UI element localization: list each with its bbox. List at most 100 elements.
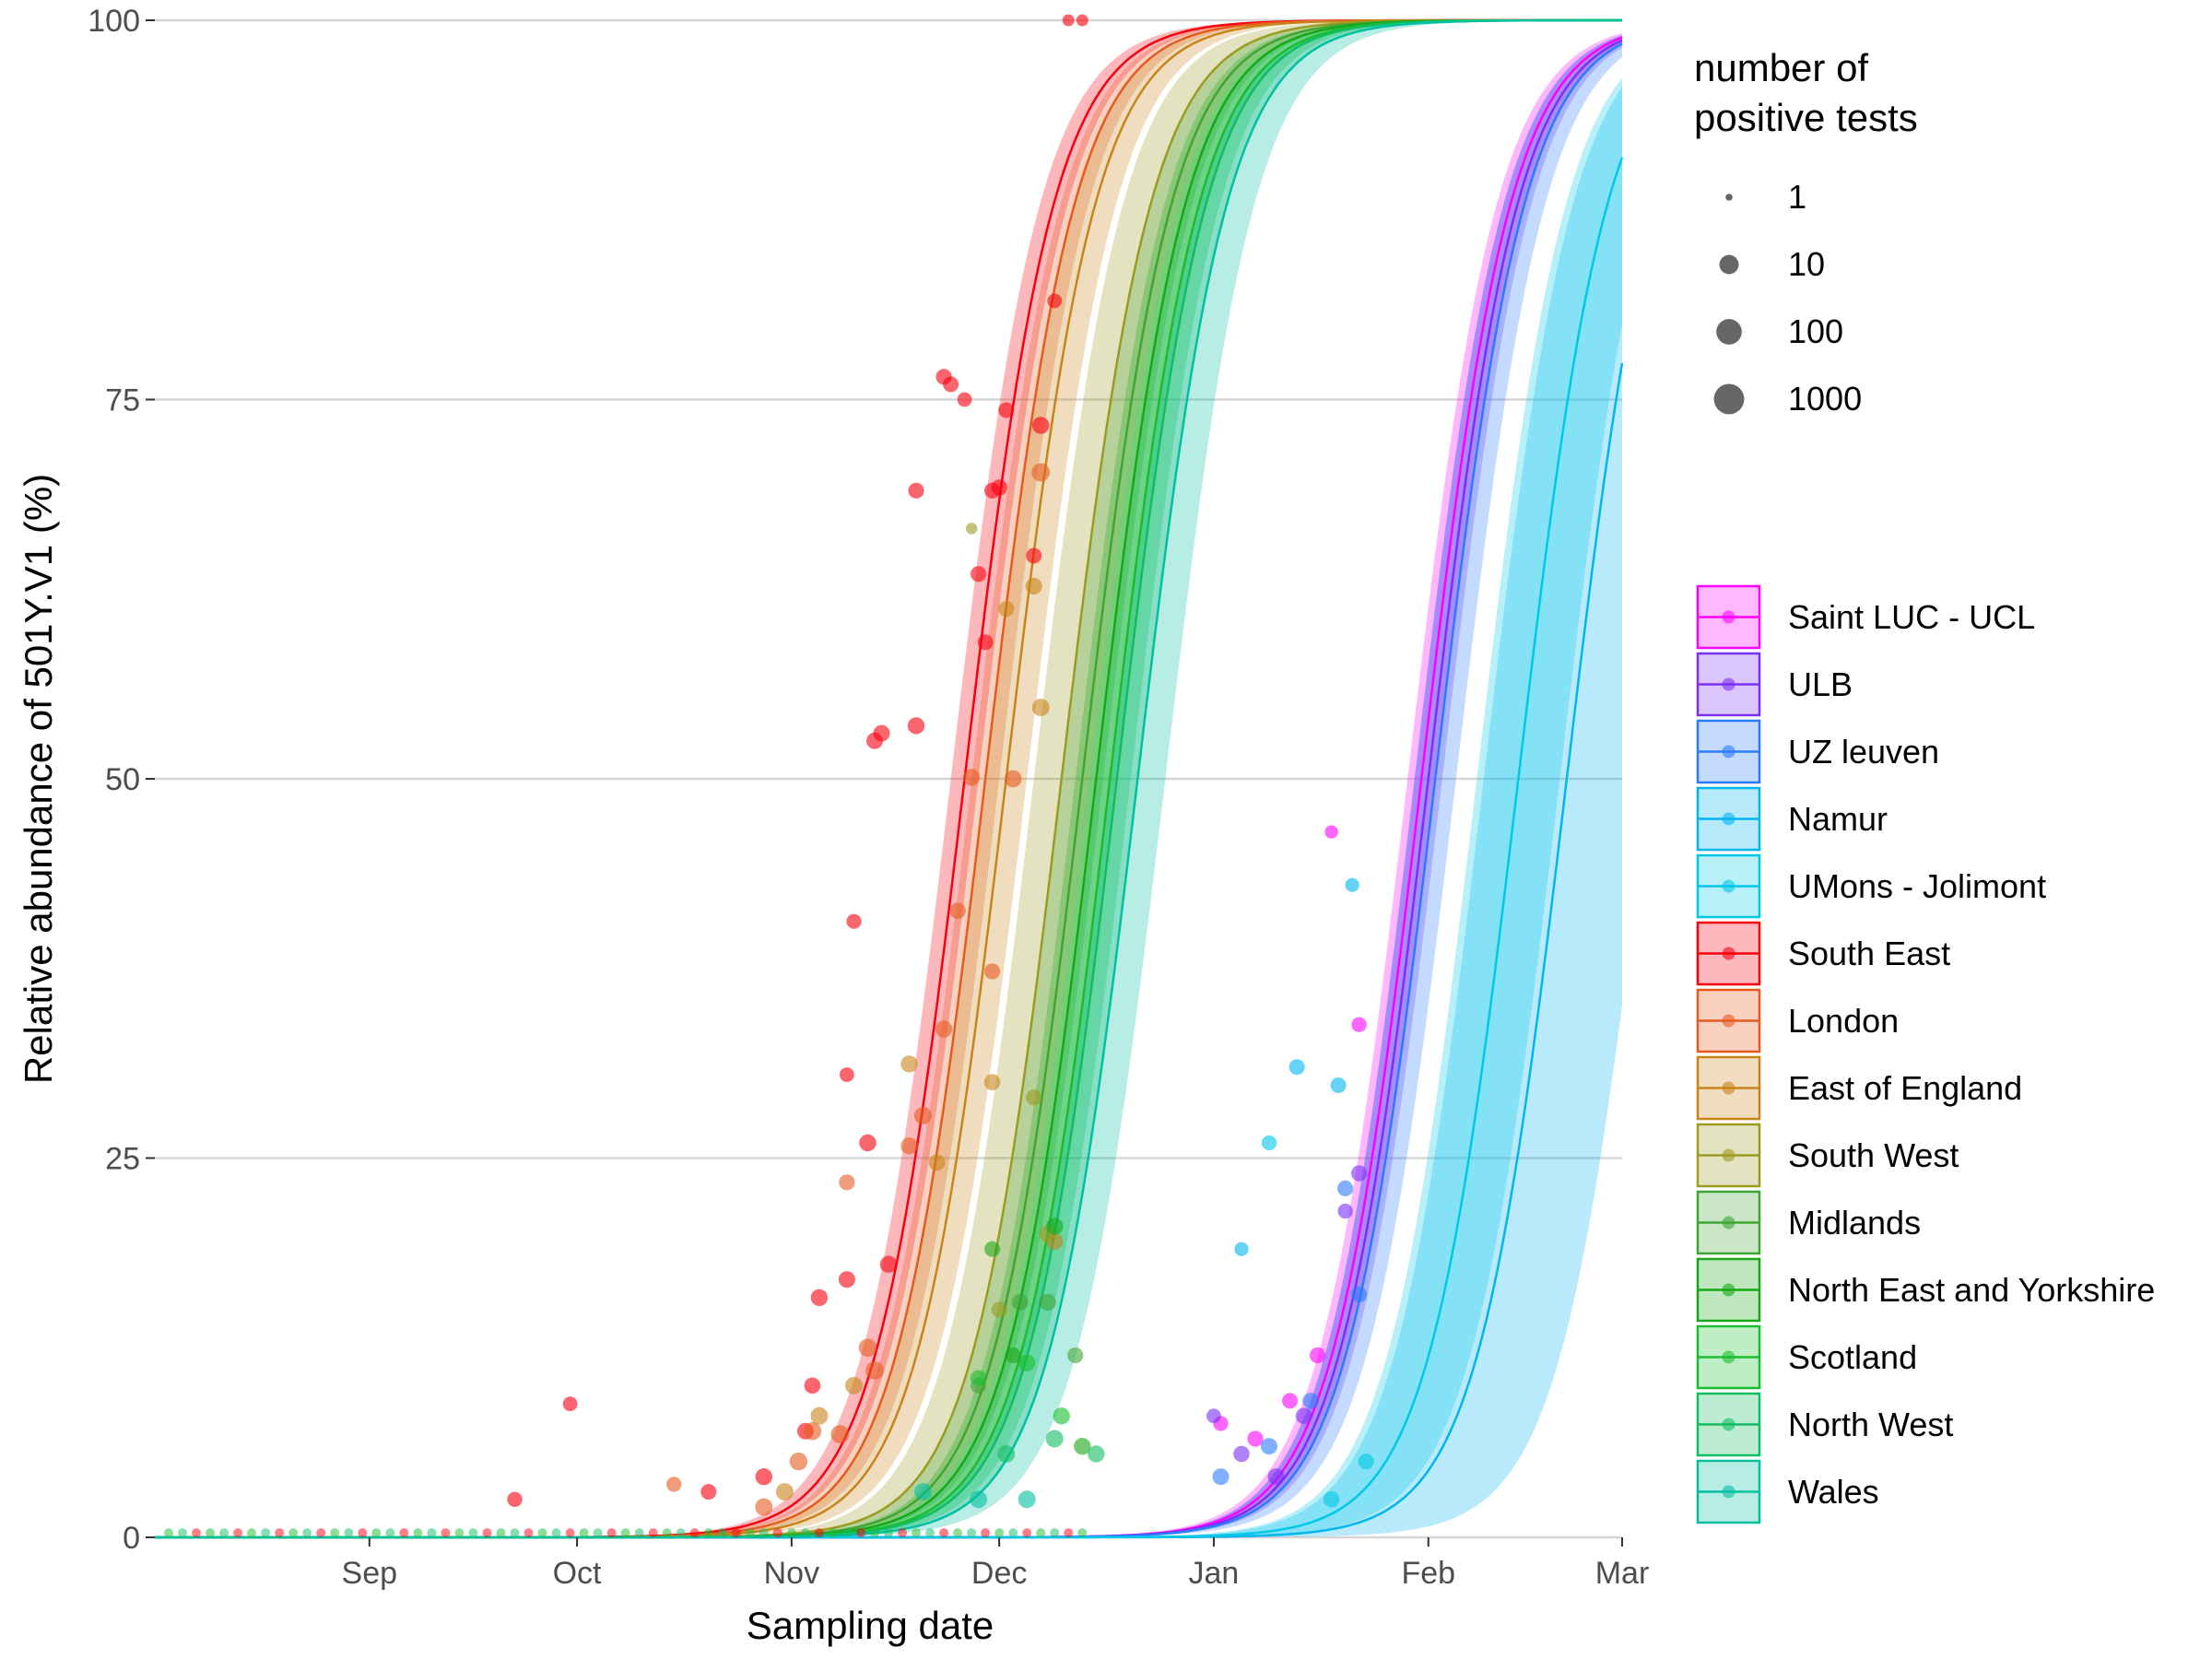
data-point [912, 1528, 921, 1538]
y-tick-label: 50 [105, 762, 140, 797]
data-point [496, 1528, 506, 1538]
legend-key-point [1722, 1485, 1735, 1499]
data-point [1233, 1445, 1250, 1463]
size-legend-label: 100 [1788, 312, 1843, 350]
y-tick-label: 25 [105, 1142, 140, 1177]
data-point [676, 1528, 686, 1538]
data-point [1324, 825, 1338, 839]
data-point [900, 1137, 918, 1155]
data-point [1351, 1165, 1368, 1182]
data-point [1018, 1354, 1036, 1371]
data-point [981, 1528, 991, 1538]
data-point [925, 1528, 935, 1538]
data-point [983, 1074, 1001, 1090]
data-point [717, 1528, 727, 1538]
data-point [967, 1528, 977, 1538]
legend-key-point [1722, 947, 1735, 960]
data-point [1031, 463, 1051, 482]
data-point [1358, 1453, 1374, 1470]
data-point [957, 392, 972, 407]
data-point [998, 402, 1015, 418]
data-point [537, 1528, 547, 1538]
data-point [1267, 1468, 1285, 1486]
legend-key-point [1722, 1081, 1735, 1095]
size-legend-title: number of [1694, 46, 1868, 89]
size-legend-label: 1 [1788, 178, 1806, 216]
data-point [803, 1422, 822, 1441]
size-legend-key [1725, 194, 1733, 201]
size-legend-key [1713, 383, 1745, 415]
legend-label: UMons - Jolimont [1788, 867, 2046, 905]
legend-key-point [1722, 610, 1735, 624]
data-point [1026, 547, 1042, 564]
data-point [977, 634, 994, 651]
legend-label: London [1788, 1002, 1899, 1040]
data-point [907, 717, 925, 735]
data-point [971, 1370, 987, 1386]
data-point [634, 1528, 644, 1538]
data-point [991, 1301, 1007, 1318]
data-point [1247, 1430, 1264, 1447]
data-point [1323, 1491, 1340, 1508]
data-point [1031, 417, 1050, 434]
data-point [565, 1528, 575, 1538]
data-point [593, 1528, 603, 1538]
data-point [344, 1528, 354, 1538]
data-point [786, 1528, 796, 1538]
data-point [1330, 1077, 1347, 1093]
legend-label: South West [1788, 1136, 1959, 1174]
data-point [873, 724, 890, 742]
data-point [662, 1528, 672, 1538]
data-point [879, 1255, 898, 1273]
data-point [1064, 1528, 1074, 1538]
legend-label: Wales [1788, 1473, 1879, 1511]
x-tick-label: Dec [971, 1556, 1027, 1591]
legend-key-point [1722, 745, 1735, 759]
data-point [1295, 1407, 1312, 1425]
gridlines [155, 18, 1622, 1539]
data-point [1261, 1438, 1277, 1455]
data-point [997, 1445, 1016, 1463]
data-point [755, 1498, 773, 1516]
data-point [358, 1528, 368, 1538]
data-point [856, 1528, 865, 1538]
data-point [648, 1528, 658, 1538]
data-point [551, 1528, 561, 1538]
data-point [908, 482, 924, 499]
data-point [1067, 1347, 1084, 1364]
x-tick-label: Jan [1189, 1556, 1240, 1591]
size-legend-title: positive tests [1694, 96, 1918, 139]
size-legend: number of positive tests 1 10 100 1000 [1694, 46, 1918, 418]
data-point [845, 1376, 863, 1394]
legend-label: Midlands [1788, 1204, 1921, 1241]
series-legend: Saint LUC - UCL ULB UZ leuven Namur UMons - … [1696, 584, 2155, 1524]
data-point [804, 1377, 821, 1394]
data-point [427, 1528, 437, 1538]
legend-key-point [1722, 1283, 1735, 1297]
legend-label: Namur [1788, 800, 1888, 838]
data-point [1025, 577, 1042, 595]
data-point [1053, 1407, 1070, 1425]
data-point [562, 1396, 578, 1412]
data-point [935, 1020, 953, 1038]
data-point [1022, 1528, 1032, 1538]
observed-points [164, 14, 1374, 1538]
data-point [689, 1528, 700, 1538]
data-point [998, 601, 1015, 618]
x-tick-label: Mar [1595, 1556, 1650, 1591]
data-point [330, 1528, 340, 1538]
data-point [991, 479, 1007, 496]
data-point [965, 523, 978, 535]
data-point [261, 1528, 271, 1538]
data-point [1039, 1293, 1056, 1312]
legend-label: ULB [1788, 665, 1853, 703]
data-point [772, 1528, 782, 1538]
data-point [1337, 1203, 1353, 1219]
data-point [482, 1528, 492, 1538]
data-point [579, 1528, 589, 1538]
legend-key-point [1722, 1148, 1735, 1162]
data-point [1005, 1347, 1021, 1364]
data-point [302, 1528, 312, 1538]
size-legend-label: 1000 [1788, 380, 1862, 418]
data-point [178, 1528, 187, 1538]
